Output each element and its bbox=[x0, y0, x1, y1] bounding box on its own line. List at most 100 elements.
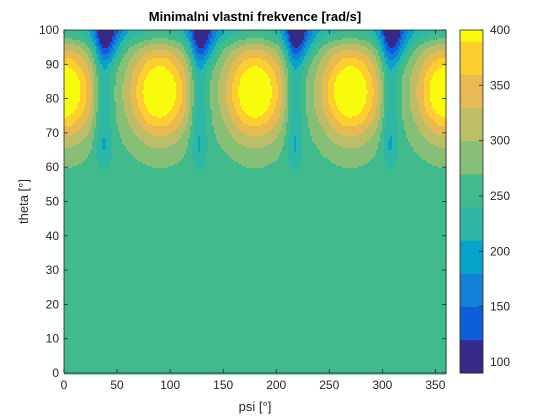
contour-cell bbox=[142, 140, 179, 143]
contour-cell bbox=[92, 142, 99, 145]
contour-cell bbox=[96, 52, 101, 55]
contour-cell bbox=[278, 94, 283, 97]
contour-cell bbox=[424, 62, 433, 65]
contour-cell bbox=[194, 130, 207, 133]
contour-cell bbox=[376, 56, 381, 59]
contour-cell bbox=[402, 34, 407, 37]
contour-cell bbox=[408, 60, 417, 63]
contour-cell bbox=[406, 132, 421, 135]
contour-cell bbox=[90, 126, 97, 129]
contour-cell bbox=[278, 156, 289, 159]
contour-cell bbox=[96, 66, 99, 69]
contour-cell bbox=[176, 56, 185, 59]
contour-cell bbox=[264, 134, 279, 137]
contour-cell bbox=[378, 38, 383, 41]
contour-cell bbox=[110, 90, 115, 93]
contour-cell bbox=[98, 64, 103, 67]
contour-cell bbox=[184, 156, 193, 159]
contour-cell bbox=[208, 38, 211, 41]
contour-cell bbox=[284, 140, 289, 143]
contour-cell bbox=[116, 120, 129, 123]
contour-cell bbox=[72, 50, 85, 53]
contour-cell bbox=[412, 114, 421, 117]
contour-cell bbox=[212, 112, 221, 115]
contour-cell bbox=[214, 126, 227, 129]
contour-cell bbox=[64, 110, 75, 113]
contour-cell bbox=[302, 76, 307, 79]
contour-cell bbox=[378, 36, 381, 39]
contour-cell bbox=[402, 82, 411, 85]
contour-cell bbox=[380, 68, 383, 71]
contour-cell bbox=[370, 124, 379, 127]
contour-cell bbox=[214, 128, 229, 131]
contour-cell bbox=[362, 122, 373, 125]
contour-cell bbox=[90, 42, 95, 45]
contour-cell bbox=[274, 58, 281, 61]
contour-cell bbox=[376, 72, 381, 75]
contour-cell bbox=[384, 60, 387, 63]
contour-cell bbox=[330, 138, 371, 141]
contour-cell bbox=[190, 50, 193, 53]
contour-cell bbox=[330, 104, 337, 107]
contour-cell bbox=[64, 210, 447, 213]
contour-cell bbox=[430, 128, 447, 131]
contour-cell bbox=[268, 74, 277, 77]
contour-cell bbox=[190, 38, 193, 41]
contour-cell bbox=[382, 56, 385, 59]
contour-cell bbox=[64, 166, 73, 169]
contour-cell bbox=[200, 142, 209, 145]
contour-cell bbox=[402, 110, 413, 113]
contour-cell bbox=[312, 140, 333, 143]
contour-cell bbox=[276, 36, 283, 39]
contour-cell bbox=[176, 94, 183, 97]
contour-cell bbox=[64, 186, 447, 189]
contour-cell bbox=[278, 86, 283, 89]
contour-cell bbox=[74, 60, 85, 63]
contour-cell bbox=[188, 38, 191, 41]
contour-cell bbox=[132, 106, 139, 109]
contour-cell bbox=[328, 82, 335, 85]
contour-cell bbox=[258, 116, 271, 119]
colorbar-segment bbox=[460, 140, 483, 175]
contour-cell bbox=[188, 114, 193, 117]
contour-cell bbox=[206, 134, 217, 137]
contour-cell bbox=[372, 50, 379, 53]
contour-cell bbox=[196, 64, 205, 67]
contour-cell bbox=[378, 90, 383, 93]
contour-cell bbox=[128, 64, 137, 67]
contour-cell bbox=[432, 62, 447, 65]
contour-cell bbox=[322, 102, 329, 105]
contour-cell bbox=[286, 60, 289, 63]
contour-cell bbox=[94, 114, 97, 117]
contour-cell bbox=[114, 42, 117, 45]
contour-cell bbox=[130, 58, 141, 61]
contour-cell bbox=[72, 166, 101, 169]
contour-cell bbox=[64, 162, 83, 165]
contour-cell bbox=[64, 306, 447, 309]
contour-cell bbox=[234, 104, 241, 107]
contour-cell bbox=[208, 50, 213, 53]
contour-cell bbox=[322, 100, 329, 103]
contour-cell bbox=[234, 102, 241, 105]
contour-cell bbox=[86, 104, 91, 107]
contour-cell bbox=[384, 108, 389, 111]
contour-cell bbox=[98, 84, 103, 87]
contour-cell bbox=[226, 104, 235, 107]
contour-cell bbox=[100, 118, 111, 121]
contour-cell bbox=[424, 92, 431, 95]
contour-cell bbox=[396, 164, 433, 167]
contour-cell bbox=[416, 124, 427, 127]
contour-cell bbox=[404, 40, 409, 43]
contour-cell bbox=[234, 80, 241, 83]
contour-cell bbox=[198, 148, 201, 151]
contour-cell bbox=[242, 164, 269, 167]
contour-cell bbox=[126, 116, 137, 119]
contour-cell bbox=[94, 132, 99, 135]
contour-cell bbox=[124, 108, 133, 111]
contour-cell bbox=[204, 66, 209, 69]
contour-cell bbox=[64, 220, 447, 223]
contour-cell bbox=[142, 90, 177, 93]
contour-cell bbox=[306, 98, 315, 101]
contour-cell bbox=[276, 82, 283, 85]
contour-cell bbox=[326, 66, 335, 69]
